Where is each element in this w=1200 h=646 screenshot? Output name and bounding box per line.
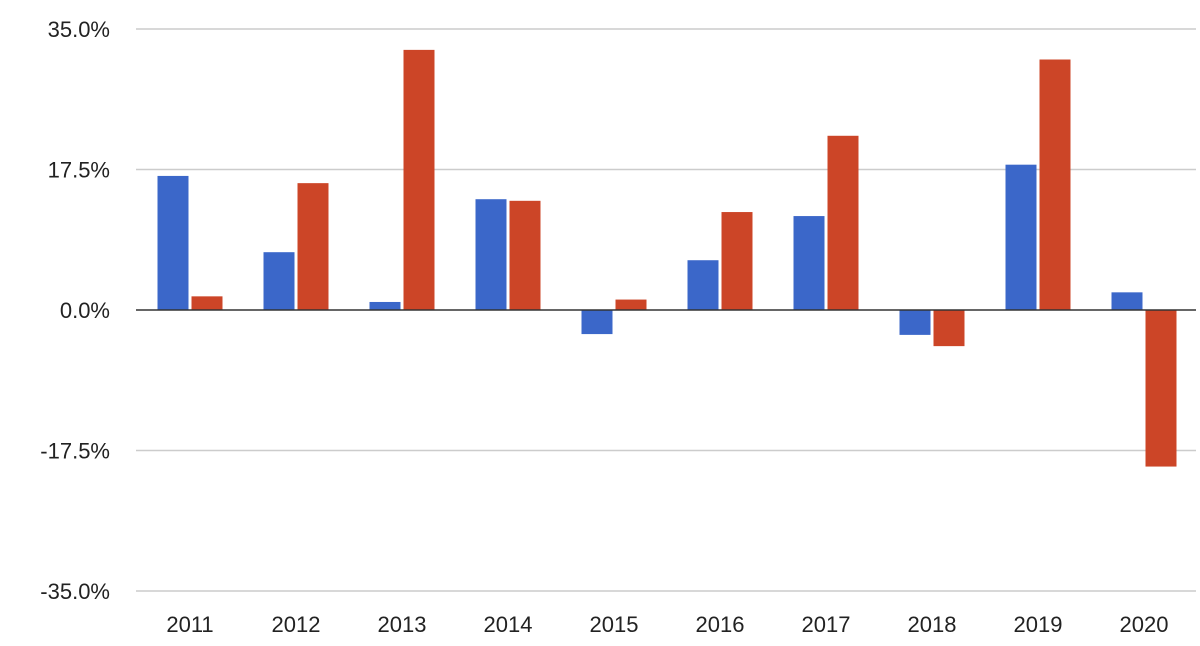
bar-2019-series-1: [1005, 164, 1037, 310]
bar-2012-series-1: [263, 252, 295, 310]
y-tick-label: 35.0%: [48, 17, 110, 42]
x-tick-label: 2017: [802, 612, 851, 637]
bar-2013-series-1: [369, 301, 401, 310]
bar-2017-series-1: [793, 216, 825, 310]
bar-2015-series-1: [581, 310, 613, 335]
bar-2013-series-2: [403, 49, 435, 310]
bar-2016-series-2: [721, 212, 753, 310]
bar-2017-series-2: [827, 135, 859, 310]
x-tick-label: 2013: [378, 612, 427, 637]
x-tick-label: 2015: [590, 612, 639, 637]
bar-2020-series-2: [1145, 310, 1177, 467]
y-tick-label: 17.5%: [48, 158, 110, 183]
bar-2012-series-2: [297, 183, 329, 310]
bar-2011-series-2: [191, 296, 223, 310]
x-tick-label: 2019: [1014, 612, 1063, 637]
bar-2018-series-1: [899, 310, 931, 335]
bars: [157, 49, 1177, 467]
bar-2011-series-1: [157, 175, 189, 310]
x-tick-label: 2011: [166, 612, 213, 637]
bar-2014-series-1: [475, 199, 507, 310]
x-tick-label: 2018: [908, 612, 957, 637]
x-tick-label: 2016: [696, 612, 745, 637]
bar-2015-series-2: [615, 299, 647, 310]
bar-2019-series-2: [1039, 59, 1071, 310]
y-tick-label: 0.0%: [60, 298, 110, 323]
x-tick-label: 2014: [484, 612, 533, 637]
x-tick-label: 2020: [1120, 612, 1169, 637]
bar-2020-series-1: [1111, 292, 1143, 310]
y-tick-label: -35.0%: [40, 579, 110, 604]
y-tick-label: -17.5%: [40, 439, 110, 464]
x-axis-ticks: 2011 2012 2013 2014 2015 2016 2017 2018 2019 2020: [166, 612, 1168, 637]
x-tick-label: 2012: [272, 612, 321, 637]
bar-2014-series-2: [509, 200, 541, 310]
bar-2018-series-2: [933, 310, 965, 347]
bar-2016-series-1: [687, 260, 719, 310]
y-axis-ticks: 35.0% 17.5% 0.0% -17.5% -35.0%: [40, 17, 110, 604]
